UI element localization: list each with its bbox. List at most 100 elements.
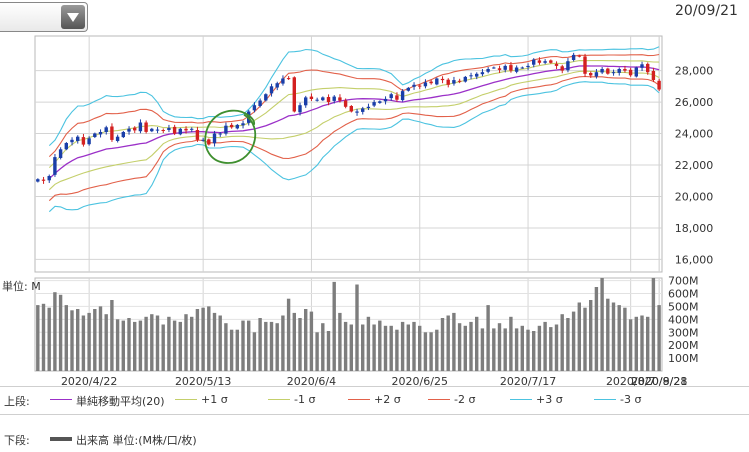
candle-body [532, 59, 536, 65]
volume-bar [133, 321, 137, 371]
candle-body [372, 102, 376, 106]
volume-bar [486, 305, 490, 371]
candle-body [127, 128, 131, 132]
period-dropdown[interactable] [0, 2, 88, 32]
candle-body [304, 97, 308, 106]
candle-body [144, 122, 148, 132]
candle-body [526, 65, 530, 68]
volume-bar [366, 316, 371, 372]
volume-bar [349, 324, 353, 371]
volume-bar [98, 306, 103, 371]
volume-bar [292, 312, 296, 371]
volume-bar [144, 316, 148, 372]
volume-bar [606, 298, 610, 371]
candle-body [58, 149, 63, 158]
candle-body [110, 126, 114, 140]
volume-bar [492, 328, 496, 371]
candle-body [241, 123, 245, 126]
volume-bar [76, 309, 80, 371]
y-tick-label: 22,000 [675, 159, 714, 172]
volume-bar [332, 281, 336, 371]
candle-body [429, 81, 433, 84]
candle-body [611, 72, 616, 74]
volume-bar [115, 319, 120, 371]
x-tick-label: 2020/7/17 [500, 375, 556, 388]
volume-bar [172, 320, 177, 371]
volume-bar [104, 314, 108, 371]
upper-plot-frame [34, 35, 663, 273]
dropdown-toggle-button[interactable] [61, 5, 85, 29]
legend-label: +3 σ [536, 393, 563, 406]
candle-body [554, 63, 559, 66]
x-tick-label: 2020/8/7 [606, 375, 655, 388]
legend-label: +2 σ [374, 393, 401, 406]
volume-bar [418, 325, 422, 371]
volume-bar [378, 320, 382, 371]
candle-body [281, 78, 285, 84]
volume-bar [338, 312, 342, 371]
volume-bar [383, 325, 388, 371]
band-plus3-line [48, 46, 660, 146]
candle-body [492, 67, 496, 69]
candle-body [121, 132, 125, 138]
volume-bar [509, 316, 513, 372]
legend-lower-label: 下段: [4, 434, 30, 447]
volume-bar [110, 300, 114, 371]
volume-bar [207, 306, 211, 371]
candle-body [178, 128, 182, 135]
volume-bar [389, 325, 393, 371]
candle-body [338, 97, 342, 101]
candle-body [229, 124, 234, 128]
legend-item-volume: 出来高 単位:(M株/口/枚) [50, 432, 310, 447]
volume-bar [184, 314, 188, 371]
volume-bar [286, 298, 291, 371]
volume-bar [298, 318, 302, 371]
volume-bar [497, 323, 502, 371]
volume-bar [321, 323, 325, 371]
candle-body [47, 176, 51, 181]
candle-body [389, 94, 393, 99]
volume-bar [628, 319, 633, 371]
volume-bar [549, 327, 553, 371]
volume-bar [361, 324, 365, 371]
candle-body [190, 128, 194, 130]
candle-body [315, 99, 319, 101]
volume-bar [218, 315, 222, 371]
candle-body [64, 143, 68, 150]
candle-body [452, 80, 456, 84]
volume-tick-label: 300M [668, 326, 699, 339]
volume-bar [70, 310, 74, 371]
candle-body [309, 96, 314, 99]
volume-tick-label: 400M [668, 313, 699, 326]
legend-swatch [175, 399, 197, 400]
candle-body [497, 68, 502, 70]
volume-bar [589, 300, 593, 371]
x-tick-label: 2020/6/4 [287, 375, 336, 388]
candle-body [292, 77, 296, 112]
volume-bar [554, 324, 559, 371]
candle-body [509, 65, 513, 71]
volume-bar [258, 318, 262, 371]
candle-body [566, 61, 570, 71]
volume-bar [600, 278, 604, 371]
band-plus1-line [48, 60, 660, 169]
candle-body [537, 60, 542, 63]
legend-label: -2 σ [454, 393, 476, 406]
legend-swatch [428, 399, 450, 400]
candle-body [571, 54, 576, 60]
volume-bar [435, 329, 439, 371]
candle-body [286, 78, 291, 80]
candle-body [617, 69, 621, 73]
volume-bar [93, 309, 97, 371]
volume-bar [64, 305, 68, 371]
volume-bar [47, 307, 51, 371]
volume-bar [195, 309, 200, 371]
volume-bar [503, 328, 507, 371]
candle-body [332, 96, 336, 101]
y-tick-label: 28,000 [675, 65, 714, 78]
volume-bar [429, 332, 433, 372]
candle-body [606, 68, 610, 74]
chevron-down-icon [67, 13, 79, 22]
candle-body [41, 179, 46, 181]
candle-body [258, 100, 262, 106]
